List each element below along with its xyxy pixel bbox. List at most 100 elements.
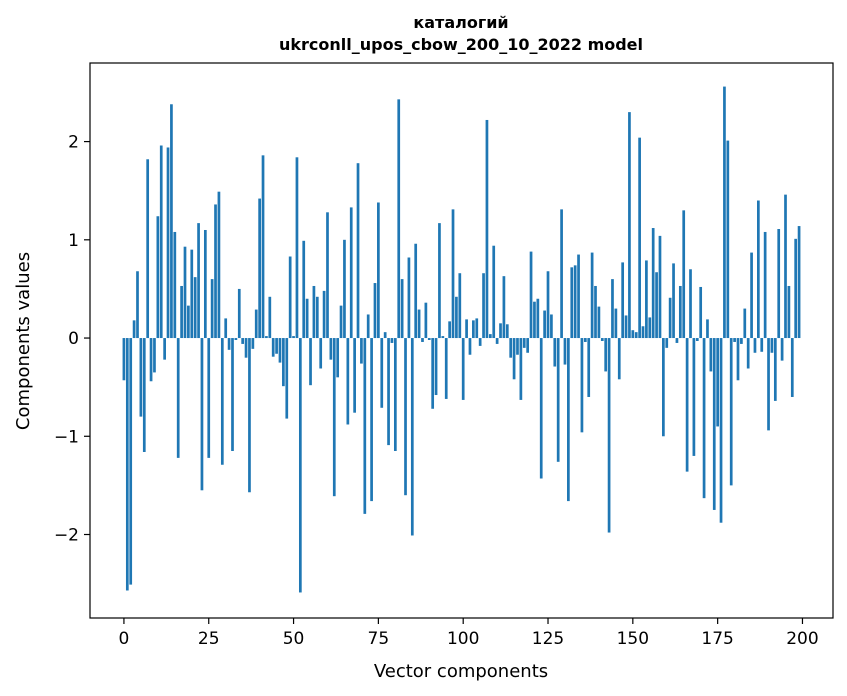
bar-71 (363, 338, 367, 514)
bar-99 (458, 273, 462, 339)
bar-112 (502, 276, 506, 339)
bar-147 (621, 262, 625, 339)
bar-197 (790, 338, 794, 397)
y-tick-label: 2 (68, 133, 79, 153)
bar-154 (645, 260, 648, 339)
x-axis-label: Vector components (374, 661, 548, 682)
bar-4 (136, 271, 139, 339)
bar-0 (122, 338, 126, 381)
bars-group (122, 86, 801, 593)
bar-156 (651, 228, 655, 339)
bar-63 (336, 338, 340, 378)
bar-187 (757, 200, 760, 339)
bar-159 (662, 338, 665, 437)
bar-19 (187, 305, 190, 339)
bar-2 (129, 338, 133, 585)
bar-95 (444, 338, 448, 399)
bar-85 (410, 338, 414, 536)
bar-140 (597, 306, 601, 339)
bar-175 (716, 338, 719, 427)
x-tick-label: 50 (283, 629, 305, 649)
bar-155 (648, 317, 652, 339)
bar-20 (190, 249, 194, 339)
bar-103 (472, 320, 475, 339)
bar-185 (750, 252, 753, 339)
bar-189 (763, 231, 767, 339)
chart-subtitle: ukrconll_upos_cbow_200_10_2022 model (279, 35, 643, 54)
bar-193 (777, 229, 781, 339)
bar-104 (475, 318, 479, 339)
bar-184 (746, 338, 750, 369)
x-tick-label: 125 (532, 629, 564, 649)
bar-35 (241, 338, 245, 344)
bar-135 (580, 338, 584, 433)
bar-97 (451, 209, 455, 339)
bar-188 (760, 338, 764, 352)
bar-143 (607, 338, 611, 533)
bar-21 (193, 277, 197, 339)
bar-89 (424, 302, 428, 339)
bar-118 (522, 338, 526, 348)
bar-67 (349, 207, 353, 339)
bar-108 (488, 334, 492, 339)
bar-132 (570, 267, 574, 339)
bar-106 (482, 273, 485, 339)
bar-199 (797, 226, 801, 339)
bar-141 (600, 338, 604, 341)
bar-174 (712, 338, 716, 510)
bar-110 (495, 338, 499, 344)
bar-80 (393, 338, 397, 451)
bar-179 (729, 338, 733, 486)
x-tick-label: 200 (786, 629, 818, 649)
bar-37 (248, 338, 251, 493)
bar-182 (740, 338, 743, 344)
bar-170 (699, 286, 703, 339)
bar-34 (237, 288, 241, 339)
bar-13 (166, 147, 170, 339)
bar-167 (689, 269, 692, 339)
bar-81 (397, 99, 401, 339)
bar-168 (692, 338, 696, 456)
bar-73 (370, 338, 373, 502)
bar-107 (485, 119, 489, 339)
bar-33 (234, 338, 238, 340)
bar-114 (509, 338, 513, 358)
bar-62 (332, 338, 336, 497)
bar-150 (631, 330, 635, 339)
bar-172 (706, 319, 709, 339)
y-tick-label: −1 (54, 427, 79, 447)
bar-117 (519, 338, 523, 400)
bar-60 (326, 212, 329, 339)
bar-123 (539, 338, 543, 479)
bar-55 (309, 338, 312, 386)
bar-52 (298, 338, 302, 593)
bar-192 (773, 338, 777, 401)
bar-92 (434, 338, 438, 396)
bar-181 (736, 338, 740, 381)
bar-128 (556, 338, 560, 462)
bar-49 (288, 256, 292, 339)
bar-133 (573, 265, 577, 339)
bar-93 (438, 223, 441, 339)
bar-116 (516, 338, 519, 355)
bar-72 (366, 314, 370, 339)
bar-39 (254, 309, 258, 339)
bar-36 (244, 338, 248, 358)
bar-29 (220, 338, 224, 465)
bar-50 (292, 336, 295, 339)
bar-119 (526, 338, 530, 353)
bar-12 (163, 338, 166, 360)
bar-127 (553, 338, 557, 367)
x-tick-label: 0 (119, 629, 130, 649)
bar-162 (672, 263, 675, 339)
bar-28 (217, 191, 221, 339)
bar-109 (492, 245, 496, 339)
bar-47 (282, 338, 285, 387)
bar-148 (624, 315, 628, 339)
bar-54 (305, 298, 309, 339)
bar-196 (787, 285, 791, 339)
bar-38 (251, 338, 255, 349)
bar-149 (628, 112, 631, 339)
bar-94 (441, 336, 445, 339)
